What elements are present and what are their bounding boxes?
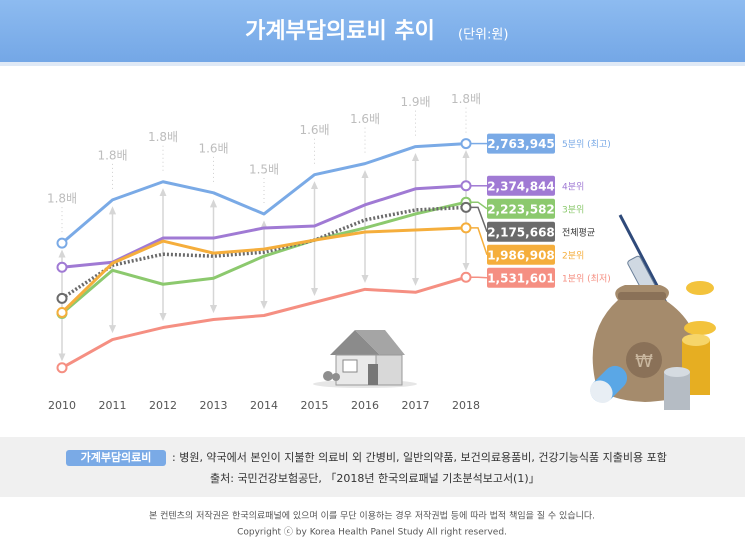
x-tick-label: 2010 [48,399,76,412]
header-band [0,0,745,62]
value-label: 2,175,668 [487,225,555,239]
definition: : 병원, 약국에서 본인이 지불한 의료비 외 간병비, 일반의약품, 보건의… [172,450,667,464]
term-badge [66,450,166,466]
label-connector [471,227,488,256]
ratio-label: 1.8배 [97,148,127,162]
x-tick-label: 2017 [402,399,430,412]
series-line [60,226,467,314]
chart-title: 가계부담의료비 추이 [245,19,435,44]
header-shadow [0,62,745,66]
label-connector [471,276,488,279]
value-label-box [487,198,555,219]
x-tick-label: 2011 [99,399,127,412]
term: 가계부담의료비 [81,450,152,464]
ratio-label: 1.8배 [148,130,178,144]
footer-box [0,437,745,497]
ratio-label: 1.8배 [451,92,481,106]
x-tick-label: 2015 [301,399,329,412]
source: 출처: 국민건강보험공단, 「2018년 한국의료패널 기초분석보고서(1)」 [210,472,540,485]
legend-label: 전체평균 [562,227,595,238]
x-tick-label: 2018 [452,399,480,412]
ratio-label: 1.6배 [299,123,329,137]
series-line [61,275,467,370]
chart-subtitle: (단위:원) [458,28,508,43]
value-label-box [487,221,555,242]
value-label: 1,986,908 [487,248,555,262]
x-tick-label: 2016 [351,399,379,412]
series-line [61,200,467,315]
end-point [460,201,472,213]
value-label: 2,223,582 [487,202,555,216]
value-label-box [487,175,555,196]
ratio-label: 1.8배 [47,192,77,206]
x-tick-label: 2012 [149,399,177,412]
x-tick-label: 2014 [250,399,278,412]
house-illustration [313,330,417,388]
end-point [56,362,68,374]
value-label-box [487,267,555,288]
ratio-label: 1.5배 [249,162,279,176]
end-point [460,222,472,234]
copyright: Copyright ⓒ by Korea Health Panel Study … [237,527,507,538]
value-label: 1,531,601 [487,271,555,285]
series-line [61,184,467,269]
money-illustration: ₩ [590,214,716,410]
ratio-label: 1.6배 [350,112,380,126]
end-point [56,261,68,273]
end-point [460,138,472,150]
legend-label: 3분위 [562,204,584,215]
end-point [56,306,68,318]
notice: 본 컨텐츠의 저작권은 한국의료패널에 있으며 이를 무단 이용하는 경우 저작… [149,510,595,522]
ratio-label: 1.6배 [198,141,228,155]
series-line [61,142,467,245]
label-connector [471,201,488,210]
end-point [56,292,68,304]
legend-label: 2분위 [562,250,584,261]
svg-text:₩: ₩ [635,351,653,372]
label-connector [471,206,488,233]
value-label-box [487,244,555,265]
series-line [61,205,467,300]
legend-label: 4분위 [562,181,584,192]
value-label-box [487,133,555,154]
end-point [460,180,472,192]
value-label: 2,763,945 [487,137,555,151]
value-label: 2,374,844 [487,179,555,193]
end-point [460,271,472,283]
legend-label: 5분위 (최고) [562,139,611,150]
ratio-label: 1.9배 [400,95,430,109]
legend-label: 1분위 (최저) [562,273,611,284]
end-point [56,237,68,249]
x-tick-label: 2013 [200,399,228,412]
